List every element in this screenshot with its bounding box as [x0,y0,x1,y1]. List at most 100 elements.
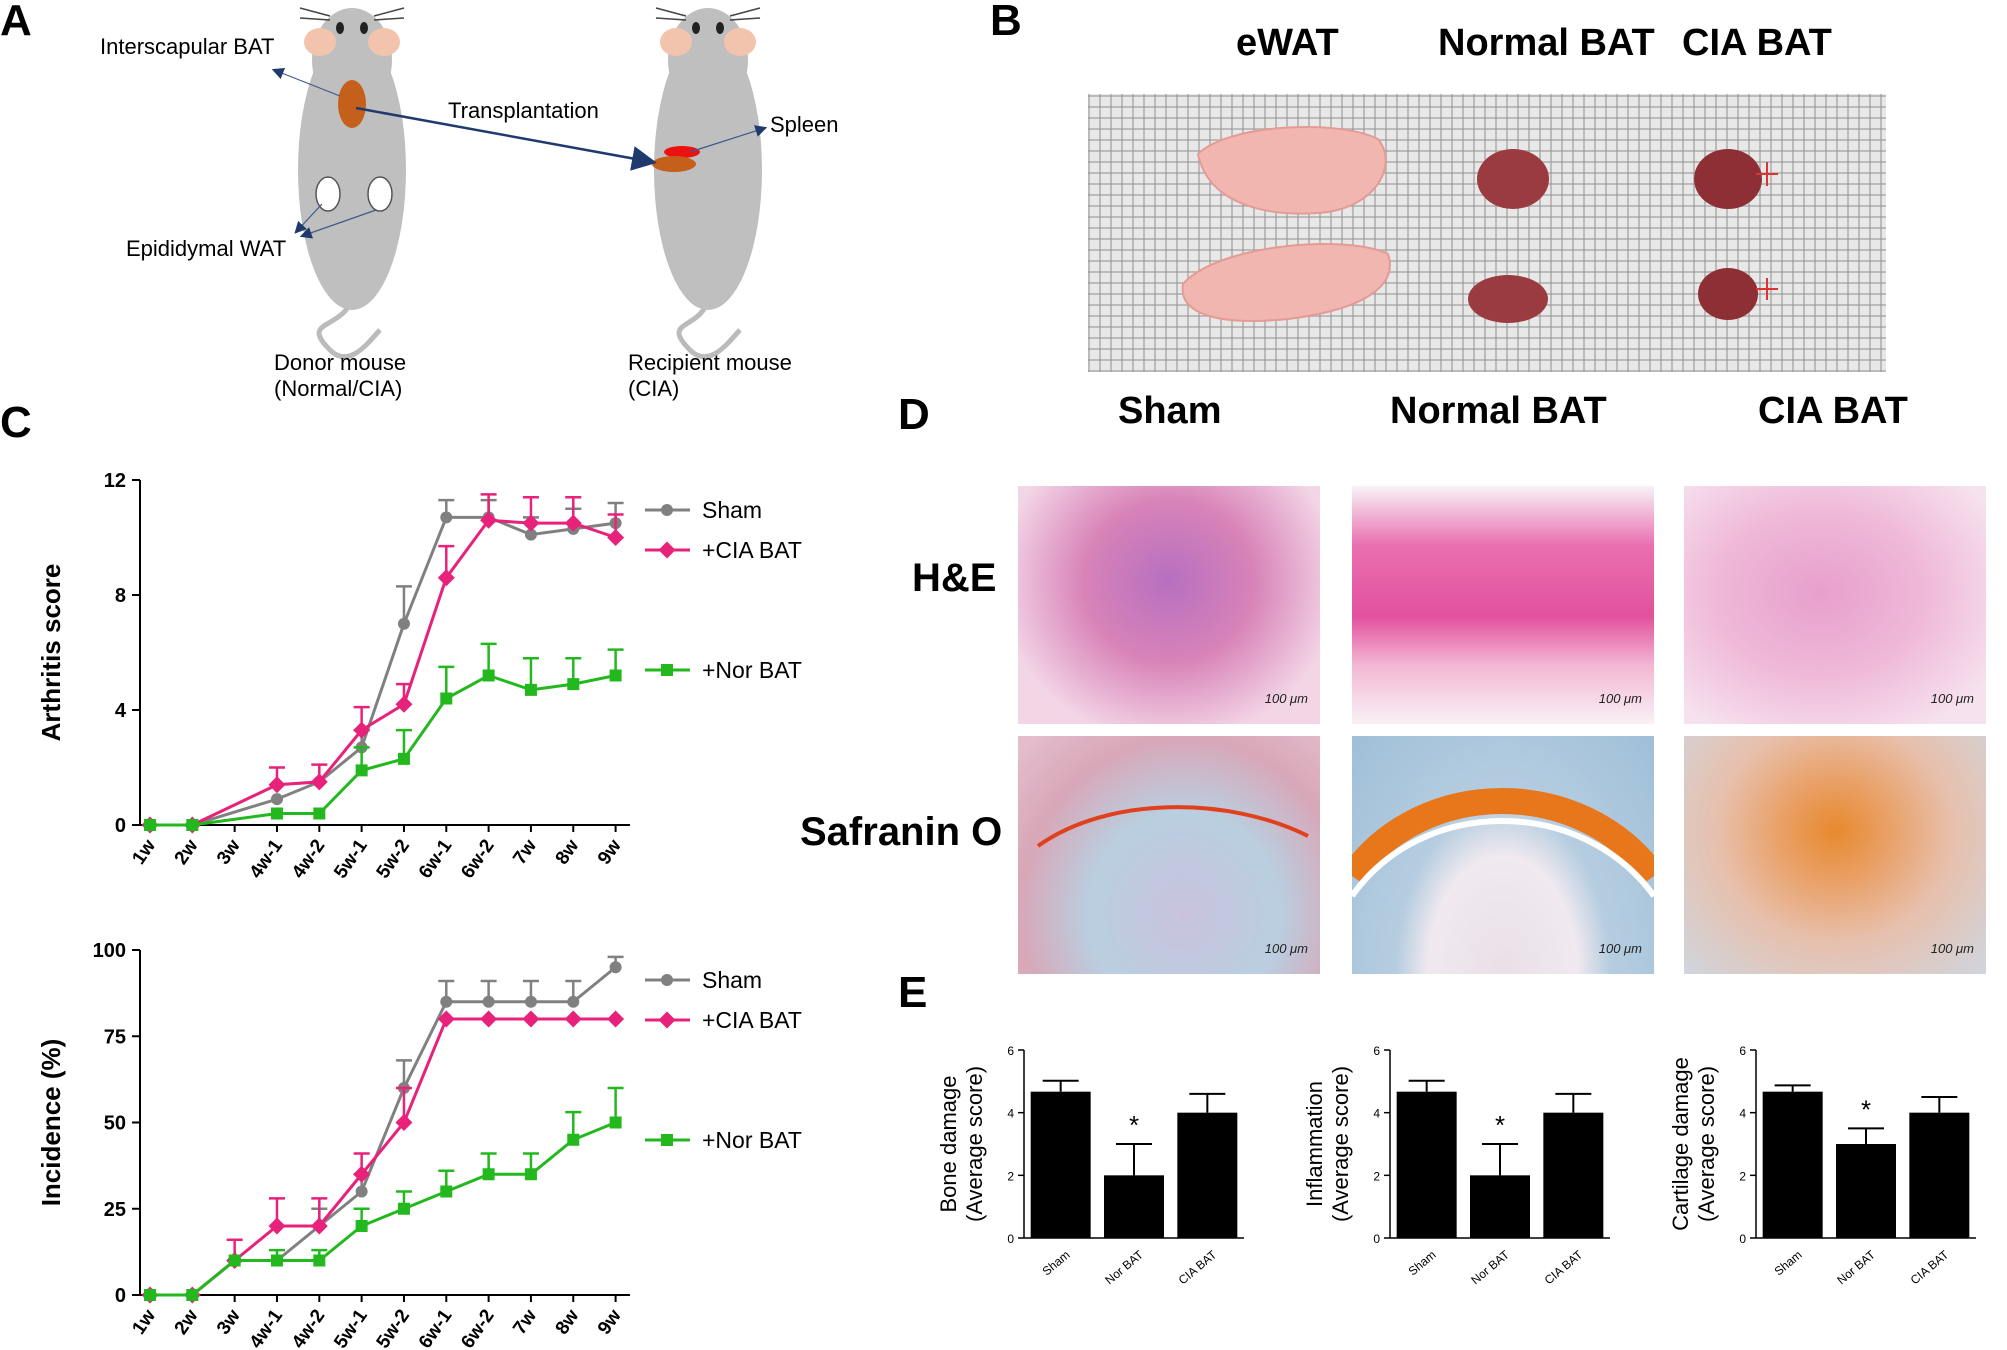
legend-label: +CIA BAT [702,537,802,563]
data-point [609,961,622,974]
significance-marker: * [1495,1110,1505,1140]
legend-label: +CIA BAT [702,1007,802,1033]
data-point [440,511,453,524]
x-tick-label: 4w-2 [288,1306,329,1350]
x-tick-label: 7w [509,1306,541,1339]
y-tick-label: 4 [1007,1107,1014,1121]
y-axis-label: Inflammation [1302,1081,1327,1207]
y-tick-label: 2 [1007,1169,1014,1183]
scale-bar: 100 μm [1264,691,1308,706]
data-point [355,764,368,777]
interscapular-bat-label: Interscapular BAT [100,34,275,59]
data-point [228,1254,241,1267]
x-tick-label: Sham [1040,1248,1073,1279]
data-point [355,1185,368,1198]
bar [1177,1112,1238,1238]
data-point [524,1168,537,1181]
y-tick-label: 75 [104,1026,126,1048]
y-axis-label: Incidence (%) [36,1039,66,1207]
normal-bat-sample-1 [1477,149,1549,209]
x-tick-label: 5w-1 [330,1305,372,1350]
y-tick-label: 6 [1739,1044,1746,1058]
he-cia-bat-image: 100 μm [1684,486,1986,724]
data-point [270,807,283,820]
data-point [524,683,537,696]
x-tick-label: 2w [171,1306,203,1339]
x-tick-label: 5w-1 [330,835,372,880]
data-point [186,819,199,831]
panel-letter-a: A [0,0,32,45]
data-point [440,995,453,1008]
y-axis-label: Bone damage [936,1076,961,1213]
data-point [482,995,495,1008]
x-tick-label: 3w [213,836,245,869]
series-line-0 [150,966,617,1297]
safranin-sham-image: 100 μm [1018,736,1320,974]
donor-mouse-line1: Donor mouse [274,350,407,375]
epididymal-wat-label: Epididymal WAT [126,236,287,261]
spleen-label: Spleen [770,112,839,137]
transplant-diagram [271,7,768,360]
x-tick-label: 5w-2 [373,836,414,880]
cartilage-damage-chart: 0 2 4 6 Sham Nor BAT * CIA BAT Cartilage damage(… [1668,1044,1976,1287]
recipient-mouse-line2: (CIA) [628,376,680,401]
x-tick-label: CIA BAT [1542,1247,1586,1287]
y-tick-label: 25 [104,1199,126,1221]
bar [1030,1091,1091,1238]
panel-letter-b: B [990,0,1022,45]
legend-marker [661,504,673,516]
cia-bat-sample-1 [1694,149,1762,209]
data-point [567,1133,580,1146]
d-title-normal-bat: Normal BAT [1390,390,1607,432]
bar [1543,1112,1604,1238]
y-axis-label: Cartilage damage [1668,1057,1693,1231]
y-tick-label: 0 [115,1285,126,1307]
x-tick-label: CIA BAT [1176,1247,1220,1287]
legend-label: +Nor BAT [702,1127,802,1153]
x-tick-label: 2w [171,836,203,869]
x-tick-label: 6w-1 [415,1305,457,1350]
legend-marker [661,1134,673,1146]
y-tick-label: 2 [1739,1169,1746,1183]
donor-bat-organ [338,80,366,128]
data-point [564,514,582,532]
panel-letter-c: C [0,398,32,447]
x-tick-label: 1w [128,1306,160,1339]
y-axis-label: Arthritis score [36,564,66,742]
y-tick-label: 100 [93,940,126,962]
data-point [440,1185,453,1198]
y-tick-label: 0 [1373,1232,1380,1246]
panel-letter-d: D [898,390,930,439]
x-tick-label: 9w [594,836,626,869]
safranin-cia-bat-image: 100 μm [1684,736,1986,974]
x-tick-label: Nor BAT [1834,1247,1878,1287]
x-tick-label: 4w-1 [246,1305,288,1350]
x-tick-label: Sham [1406,1248,1439,1279]
data-point [437,569,455,587]
ewat-sample-2 [1181,243,1391,322]
scale-bar: 100 μm [1930,691,1974,706]
data-point [437,1010,455,1028]
series-line-2 [150,673,616,827]
legend-label: Sham [702,967,762,993]
x-tick-label: CIA BAT [1908,1247,1952,1287]
data-point [522,1010,540,1028]
d-row-he: H&E [912,556,997,600]
data-point [397,617,410,630]
significance-marker: * [1861,1094,1871,1124]
x-tick-label: Sham [1772,1248,1805,1279]
b-title-cia-bat: CIA BAT [1682,22,1832,64]
legend-label: +Nor BAT [702,657,802,683]
donor-mouse-illustration [298,7,406,360]
data-point [310,773,328,791]
x-tick-label: 6w-2 [457,836,498,880]
x-tick-label: Nor BAT [1102,1247,1146,1287]
data-point [482,1168,495,1181]
x-tick-label: 4w-1 [246,835,288,880]
bar [1104,1175,1164,1238]
x-tick-label: 8w [552,836,584,869]
recipient-mouse-label: Recipient mouse (CIA) [628,350,792,402]
recipient-mouse-illustration [652,7,762,360]
data-point [607,1010,625,1028]
legend-marker [658,1011,676,1029]
